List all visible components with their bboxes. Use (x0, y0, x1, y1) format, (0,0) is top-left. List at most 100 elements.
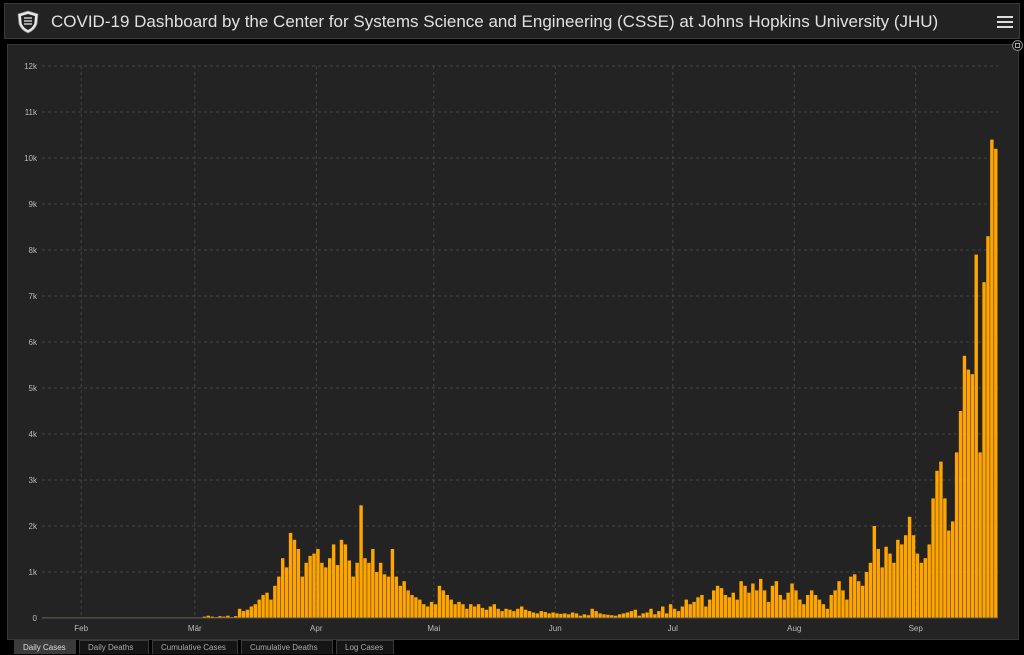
chart-bar (312, 553, 316, 618)
y-tick-label: 8k (29, 246, 38, 255)
chart-bar (849, 576, 853, 618)
chart-bar (265, 592, 269, 618)
chart-bar (335, 565, 340, 618)
chart-bar (520, 606, 524, 618)
chart-bar (375, 572, 379, 618)
chart-bar (222, 616, 226, 618)
chart-bar (606, 614, 610, 618)
y-tick-label: 2k (29, 522, 38, 531)
chart-bar (715, 585, 720, 618)
chart-bar (257, 599, 261, 618)
chart-bar (911, 535, 916, 618)
chart-bar (668, 604, 673, 618)
chart-bar (570, 612, 575, 618)
chart-bar (676, 611, 681, 618)
chart-bar (594, 611, 598, 618)
page-title: COVID-19 Dashboard by the Center for Sys… (51, 12, 939, 31)
chart-bar (512, 611, 516, 618)
chart-bar (927, 544, 931, 618)
chart-bar (841, 590, 845, 618)
chart-bar (864, 572, 869, 618)
chart-bar (982, 282, 986, 618)
chart-bar (429, 601, 434, 618)
chart-bar (837, 581, 841, 618)
chart-bar (422, 604, 426, 618)
chart-bar (782, 599, 786, 618)
chart-bar (919, 562, 924, 618)
chart-bar (868, 562, 873, 618)
chart-bar (531, 612, 536, 618)
chart-bar (437, 585, 442, 618)
chart-bar (723, 595, 728, 618)
jhu-shield-icon (17, 10, 39, 34)
chart-bar (813, 595, 818, 618)
expand-icon[interactable] (1012, 40, 1023, 51)
chart-bar (523, 609, 528, 618)
chart-bar (441, 590, 446, 618)
chart-bar (986, 236, 990, 618)
chart-bar (500, 611, 504, 618)
chart-bar (617, 614, 622, 618)
chart-bar (661, 606, 665, 618)
menu-icon[interactable] (997, 13, 1013, 29)
chart-bar (900, 544, 904, 618)
tab-daily-deaths[interactable]: Daily Deaths (79, 640, 149, 654)
chart-bar (614, 615, 618, 618)
chart-bar (664, 613, 669, 618)
chart-bar (253, 604, 257, 618)
chart-bar (645, 612, 649, 618)
chart-bar (457, 601, 461, 618)
app-header: COVID-19 Dashboard by the Center for Sys… (4, 3, 1020, 39)
chart-bar (711, 590, 716, 618)
chart-bar (610, 615, 614, 618)
chart-bar (829, 595, 833, 618)
chart-bar (241, 611, 246, 618)
chart-bar (856, 581, 861, 618)
chart-bar (590, 608, 594, 618)
chart-bar (582, 614, 587, 618)
tab-cumulative-deaths[interactable]: Cumulative Deaths (241, 640, 333, 654)
chart-bar (809, 590, 814, 618)
chart-bar (445, 595, 449, 618)
chart-bar (743, 585, 747, 618)
chart-bar (472, 606, 477, 618)
chart-bar (449, 599, 453, 618)
chart-bar (641, 613, 645, 618)
chart-bar (516, 608, 520, 618)
y-tick-label: 7k (29, 292, 38, 301)
chart-bar (277, 576, 281, 618)
chart-bar (923, 558, 927, 618)
chart-bar (954, 452, 959, 618)
chart-bar (496, 608, 500, 618)
chart-bar (226, 615, 230, 618)
y-tick-label: 3k (29, 476, 38, 485)
chart-bar (907, 516, 912, 618)
chart-bar (739, 581, 743, 618)
chart-bar (962, 355, 967, 618)
tab-cumulative-cases[interactable]: Cumulative Cases (152, 640, 238, 654)
chart-bar (657, 611, 661, 618)
tab-log-cases[interactable]: Log Cases (336, 640, 394, 654)
y-tick-label: 1k (29, 568, 38, 577)
chart-bar (324, 567, 328, 618)
chart-bar (398, 585, 402, 618)
chart-bar (853, 574, 857, 618)
chart-bar (410, 595, 414, 618)
chart-bar (974, 254, 978, 618)
chart-bar (355, 562, 359, 618)
chart-bar (359, 505, 363, 618)
tab-daily-cases[interactable]: Daily Cases (14, 640, 76, 654)
chart-bar (708, 599, 712, 618)
chart-bar (539, 611, 544, 618)
chart-bar (331, 544, 336, 618)
chart-bar (508, 609, 512, 618)
chart-bar (825, 608, 830, 618)
chart-bar (308, 555, 312, 618)
chart-bar (625, 612, 630, 618)
chart-bar (269, 599, 273, 618)
chart-bar (567, 614, 571, 618)
chart-bar (802, 604, 806, 618)
chart-bar (390, 549, 395, 618)
chart-bar (860, 585, 865, 618)
